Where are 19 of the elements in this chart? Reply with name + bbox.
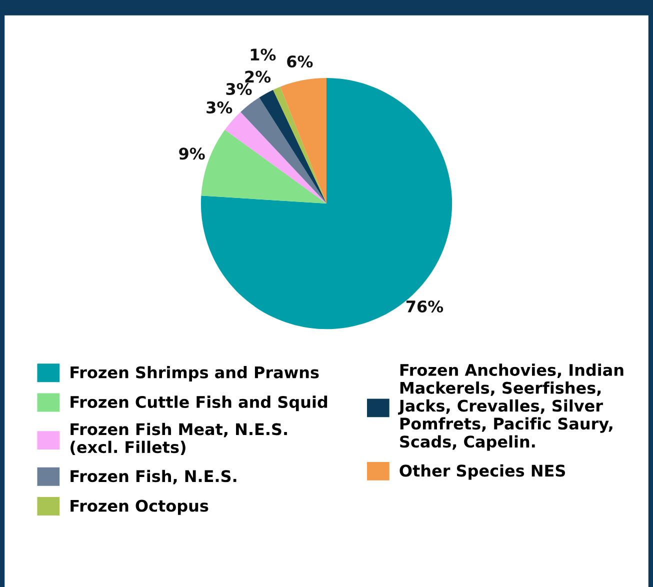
data-label: 9% — [179, 148, 205, 160]
legend-label: Other Species NES — [400, 464, 566, 480]
legend-label: Frozen Anchovies, Indian Mackerels, Seerfishes, Jacks, Crevalles, Silver Pomfrets, Pacific Saury, Scads, Capelin. — [398, 364, 624, 451]
legend-label: Frozen Octopus — [70, 500, 208, 515]
legend-label: Frozen Shrimps and Prawns — [70, 366, 319, 382]
pie-slice — [273, 86, 326, 204]
pie-slice — [224, 112, 326, 204]
legend-label: Frozen Fish, N.E.S. — [70, 470, 236, 484]
data-label: 76% — [406, 300, 444, 313]
legend-label: Frozen Cuttle Fish and Squid — [70, 396, 328, 412]
data-label: 1% — [250, 48, 276, 61]
data-label: 3% — [226, 82, 252, 96]
data-label: 6% — [287, 55, 313, 68]
pie-slice — [259, 90, 326, 204]
pie-slice — [280, 78, 326, 204]
data-label: 2% — [245, 70, 271, 83]
legend-label: Frozen Fish Meat, N.E.S. (excl. Fillets) — [70, 422, 287, 456]
data-label: 3% — [206, 101, 232, 114]
pie-slice — [240, 98, 326, 204]
